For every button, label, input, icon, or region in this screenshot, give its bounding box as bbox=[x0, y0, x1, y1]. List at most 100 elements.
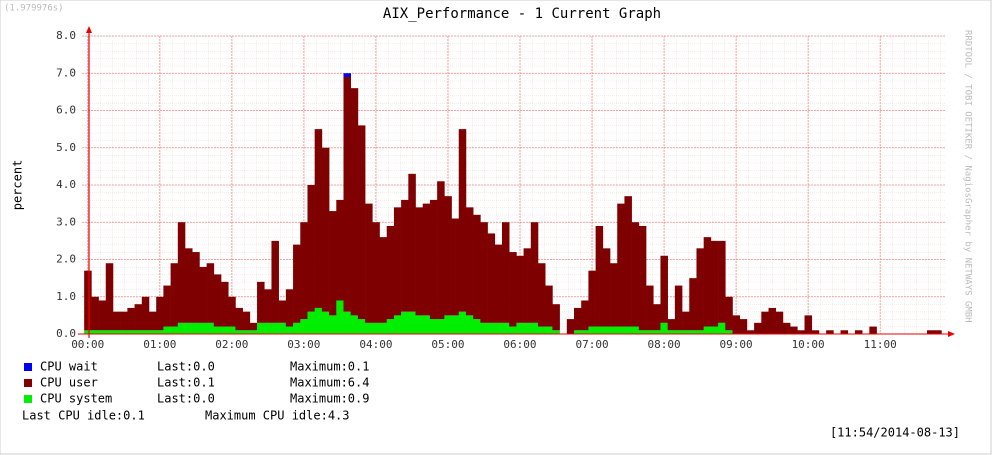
bar-segment bbox=[213, 326, 222, 334]
legend-label: CPU wait bbox=[40, 360, 98, 374]
y-tick-label: 4.0 bbox=[56, 178, 76, 191]
y-tick-label: 1.0 bbox=[56, 290, 76, 303]
bar-segment bbox=[574, 330, 582, 334]
y-tick-label: 8.0 bbox=[56, 29, 76, 42]
bar-segment bbox=[465, 207, 474, 316]
bar-segment bbox=[530, 322, 539, 334]
bar-segment bbox=[148, 311, 157, 331]
bar-segment bbox=[343, 76, 351, 312]
legend-max: Maximum:0.1 bbox=[290, 360, 369, 374]
bar-segment bbox=[365, 203, 373, 323]
bar-segment bbox=[465, 315, 474, 334]
bar-segment bbox=[199, 266, 207, 323]
legend-max: Maximum:0.9 bbox=[290, 392, 369, 406]
bar-segment bbox=[177, 222, 186, 323]
bar-segment bbox=[732, 315, 740, 334]
x-tick-label: 04:00 bbox=[359, 338, 392, 351]
bar-segment bbox=[300, 319, 308, 334]
y-tick-label: 6.0 bbox=[56, 104, 76, 117]
bar-segment bbox=[235, 330, 243, 334]
bar-segment bbox=[437, 319, 445, 334]
bar-segment bbox=[199, 322, 207, 334]
bar-segment bbox=[782, 322, 791, 334]
bar-segment bbox=[624, 326, 632, 334]
credits: RRDTOOL / TOBI OETIKER / NagiosGrapher b… bbox=[963, 30, 973, 323]
bar-segment bbox=[429, 199, 438, 320]
y-axis-arrow bbox=[86, 26, 92, 33]
bar-segment bbox=[718, 240, 726, 323]
bar-segment bbox=[257, 322, 265, 334]
bar-segment bbox=[552, 330, 560, 334]
legend-swatch bbox=[24, 363, 32, 371]
bar-segment bbox=[343, 311, 351, 334]
bar-segment bbox=[156, 296, 164, 331]
bar-segment bbox=[660, 255, 668, 323]
bar-segment bbox=[638, 225, 647, 331]
bar-segment bbox=[473, 319, 481, 334]
bar-segment bbox=[84, 330, 92, 334]
bar-segment bbox=[761, 311, 769, 334]
bar-segment bbox=[185, 322, 193, 334]
bar-segment bbox=[574, 307, 582, 331]
x-tick-label: 09:00 bbox=[720, 338, 753, 351]
bar-segment bbox=[437, 181, 445, 320]
legend-label: CPU user bbox=[40, 376, 98, 390]
bar-segment bbox=[523, 248, 532, 323]
bar-segment bbox=[840, 330, 849, 334]
bar-segment bbox=[869, 326, 877, 334]
bar-segment bbox=[105, 263, 114, 331]
legend-max: Maximum:6.4 bbox=[290, 376, 369, 390]
bar-segment bbox=[631, 222, 640, 327]
bar-segment bbox=[718, 322, 726, 334]
bar-segment bbox=[408, 311, 416, 334]
bar-segment bbox=[170, 263, 179, 327]
bar-segment bbox=[790, 326, 798, 334]
legend-last: Last:0.0 bbox=[157, 360, 215, 374]
bar-segment bbox=[163, 326, 171, 334]
bar-segment bbox=[177, 322, 186, 334]
y-tick-label: 2.0 bbox=[56, 253, 76, 266]
bar-segment bbox=[537, 263, 546, 327]
bar-segment bbox=[321, 147, 330, 312]
bar-segment bbox=[192, 322, 200, 334]
bar-segment bbox=[638, 330, 647, 334]
bar-segment bbox=[336, 300, 344, 334]
bar-segment bbox=[588, 326, 596, 334]
bar-segment bbox=[667, 330, 676, 334]
bar-segment bbox=[631, 326, 640, 334]
bar-segment bbox=[797, 330, 805, 334]
bar-segment bbox=[473, 214, 481, 320]
bar-segment bbox=[235, 307, 243, 331]
bar-segment bbox=[458, 129, 467, 312]
y-tick-label: 0.0 bbox=[56, 327, 76, 340]
bar-segment bbox=[545, 285, 553, 327]
bar-segment bbox=[415, 315, 424, 334]
idle-last: Last CPU idle:0.1 bbox=[22, 409, 145, 423]
bar-segment bbox=[271, 322, 279, 334]
bar-segment bbox=[703, 237, 712, 327]
bar-segment bbox=[112, 330, 121, 334]
bar-segment bbox=[134, 330, 143, 334]
bar-segment bbox=[307, 185, 315, 312]
bar-segment bbox=[610, 326, 618, 334]
bar-segment bbox=[703, 326, 712, 334]
bar-segment bbox=[357, 319, 366, 334]
x-axis-arrow bbox=[948, 331, 955, 337]
legend-label: CPU system bbox=[40, 392, 112, 406]
bar-segment bbox=[192, 252, 200, 323]
bar-segment bbox=[854, 330, 863, 334]
y-tick-label: 5.0 bbox=[56, 141, 76, 154]
bar-segment bbox=[329, 315, 337, 334]
bar-segment bbox=[350, 315, 359, 334]
bar-segment bbox=[350, 88, 359, 316]
bar-segment bbox=[674, 330, 683, 334]
bar-segment bbox=[602, 248, 611, 327]
x-tick-label: 07:00 bbox=[575, 338, 608, 351]
bar-segment bbox=[689, 278, 697, 331]
bar-segment bbox=[314, 307, 323, 334]
bar-segment bbox=[127, 307, 135, 331]
bar-segment bbox=[141, 296, 150, 331]
bar-segment bbox=[444, 315, 452, 334]
bar-segment bbox=[170, 326, 179, 334]
bar-segment bbox=[314, 129, 323, 308]
